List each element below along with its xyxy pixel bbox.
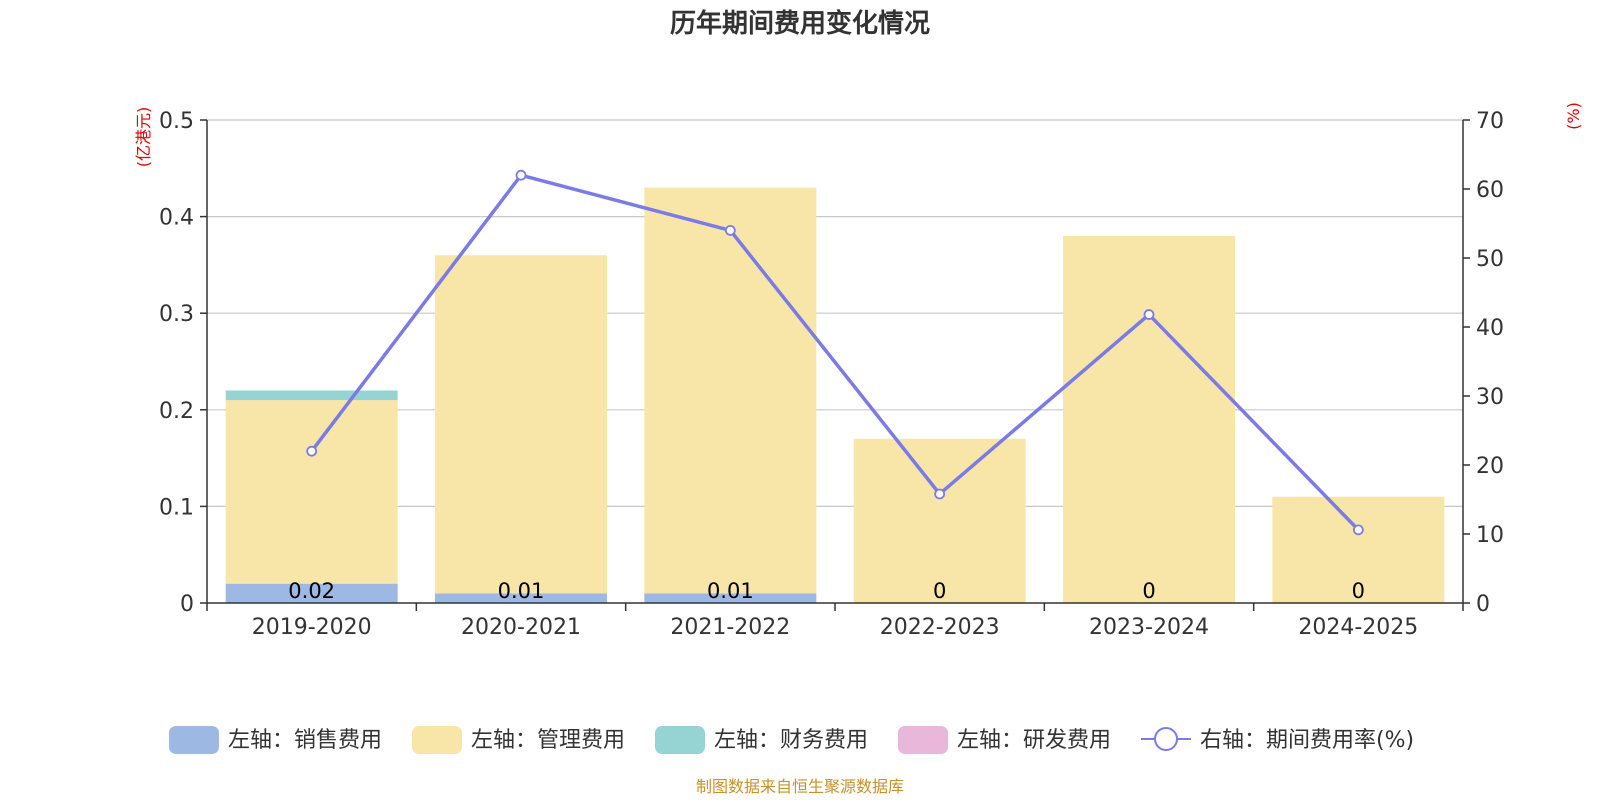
bar-2-series-0 bbox=[644, 593, 817, 603]
right-axis-tick-label: 0 bbox=[1476, 592, 1490, 617]
legend-item-4: 右轴：期间费用率(%) bbox=[1141, 727, 1414, 753]
left-axis-tick-label: 0.4 bbox=[159, 206, 194, 231]
bar-0-series-0 bbox=[225, 583, 398, 603]
chart-title: 历年期间费用变化情况 bbox=[670, 8, 930, 39]
left-axis-tick-label: 0.1 bbox=[159, 495, 194, 520]
bar-2-series-1 bbox=[644, 187, 817, 594]
legend-item-2: 左轴：财务费用 bbox=[655, 726, 868, 754]
left-axis-tick-label: 0.2 bbox=[159, 399, 194, 424]
rate-line-group bbox=[306, 169, 1364, 536]
legend-label: 左轴：管理费用 bbox=[471, 728, 625, 753]
legend-swatch bbox=[169, 726, 219, 754]
bar-value-label: 0 bbox=[933, 579, 946, 603]
left-axis-tick-label: 0 bbox=[180, 592, 194, 617]
legend-label: 右轴：期间费用率(%) bbox=[1200, 728, 1414, 753]
right-axis-tick-label: 30 bbox=[1476, 385, 1504, 410]
right-axis-tick-label: 40 bbox=[1476, 316, 1504, 341]
bar-1-series-0 bbox=[435, 593, 607, 603]
legend-item-1: 左轴：管理费用 bbox=[412, 726, 625, 754]
legend-swatch bbox=[655, 726, 705, 754]
bar-value-label: 0 bbox=[1142, 579, 1155, 603]
bar-5-series-1 bbox=[1272, 496, 1445, 603]
bar-value-label: 0.01 bbox=[707, 579, 754, 603]
right-axis-tick-label: 70 bbox=[1476, 109, 1504, 134]
legend-swatch bbox=[412, 726, 462, 754]
bar-value-label: 0 bbox=[1352, 579, 1365, 603]
legend-label: 左轴：销售费用 bbox=[228, 728, 382, 753]
right-axis-tick-label: 20 bbox=[1476, 454, 1504, 479]
bars-group bbox=[225, 187, 1445, 604]
source-note: 制图数据来自恒生聚源数据库 bbox=[696, 777, 904, 796]
left-axis-unit: (亿港元) bbox=[134, 107, 153, 168]
right-axis-tick-label: 50 bbox=[1476, 247, 1504, 272]
bar-3-series-1 bbox=[853, 438, 1026, 603]
legend-label: 左轴：财务费用 bbox=[714, 728, 868, 753]
axes-group: 0 0.1 0.2 0.3 0.4 0.5 0 10 20 30 40 50 60 70 2019-2020… bbox=[159, 109, 1504, 640]
rate-line-point-5 bbox=[1352, 524, 1364, 536]
bar-0-series-2 bbox=[225, 390, 398, 401]
x-axis-tick-label: 2019-2020 bbox=[252, 615, 372, 640]
x-axis-tick-label: 2020-2021 bbox=[461, 615, 581, 640]
right-axis-tick-label: 60 bbox=[1476, 178, 1504, 203]
legend-label: 左轴：研发费用 bbox=[957, 728, 1111, 753]
legend-item-0: 左轴：销售费用 bbox=[169, 726, 382, 754]
rate-line-point-0 bbox=[306, 445, 318, 457]
legend: 左轴：销售费用 左轴：管理费用 左轴：财务费用 左轴：研发费用 右轴：期间费用率(%) bbox=[169, 726, 1414, 754]
rate-line-point-2 bbox=[724, 224, 736, 236]
rate-line-point-1 bbox=[515, 169, 527, 181]
rate-line bbox=[310, 173, 1360, 532]
bar-0-series-1 bbox=[225, 400, 398, 584]
bar-labels-group: 0.02 0.01 0.01 0 0 0 bbox=[288, 579, 1365, 603]
x-axis-tick-label: 2023-2024 bbox=[1089, 615, 1209, 640]
rate-line-point-4 bbox=[1143, 309, 1155, 320]
x-axis-tick-label: 2022-2023 bbox=[880, 615, 1000, 640]
legend-swatch bbox=[898, 726, 948, 754]
rate-line-point-3 bbox=[934, 488, 946, 500]
x-axis-tick-label: 2024-2025 bbox=[1298, 615, 1418, 640]
bar-value-label: 0.02 bbox=[288, 579, 335, 603]
right-axis-tick-label: 10 bbox=[1476, 523, 1504, 548]
bar-value-label: 0.01 bbox=[498, 579, 545, 603]
left-axis-tick-label: 0.5 bbox=[159, 109, 194, 134]
right-axis-unit: (%) bbox=[1564, 102, 1583, 130]
legend-item-3: 左轴：研发费用 bbox=[898, 726, 1111, 754]
left-axis-tick-label: 0.3 bbox=[159, 302, 194, 327]
bar-1-series-1 bbox=[435, 255, 607, 594]
bar-4-series-1 bbox=[1063, 235, 1235, 604]
x-axis-tick-label: 2021-2022 bbox=[670, 615, 790, 640]
legend-marker bbox=[1154, 727, 1178, 751]
